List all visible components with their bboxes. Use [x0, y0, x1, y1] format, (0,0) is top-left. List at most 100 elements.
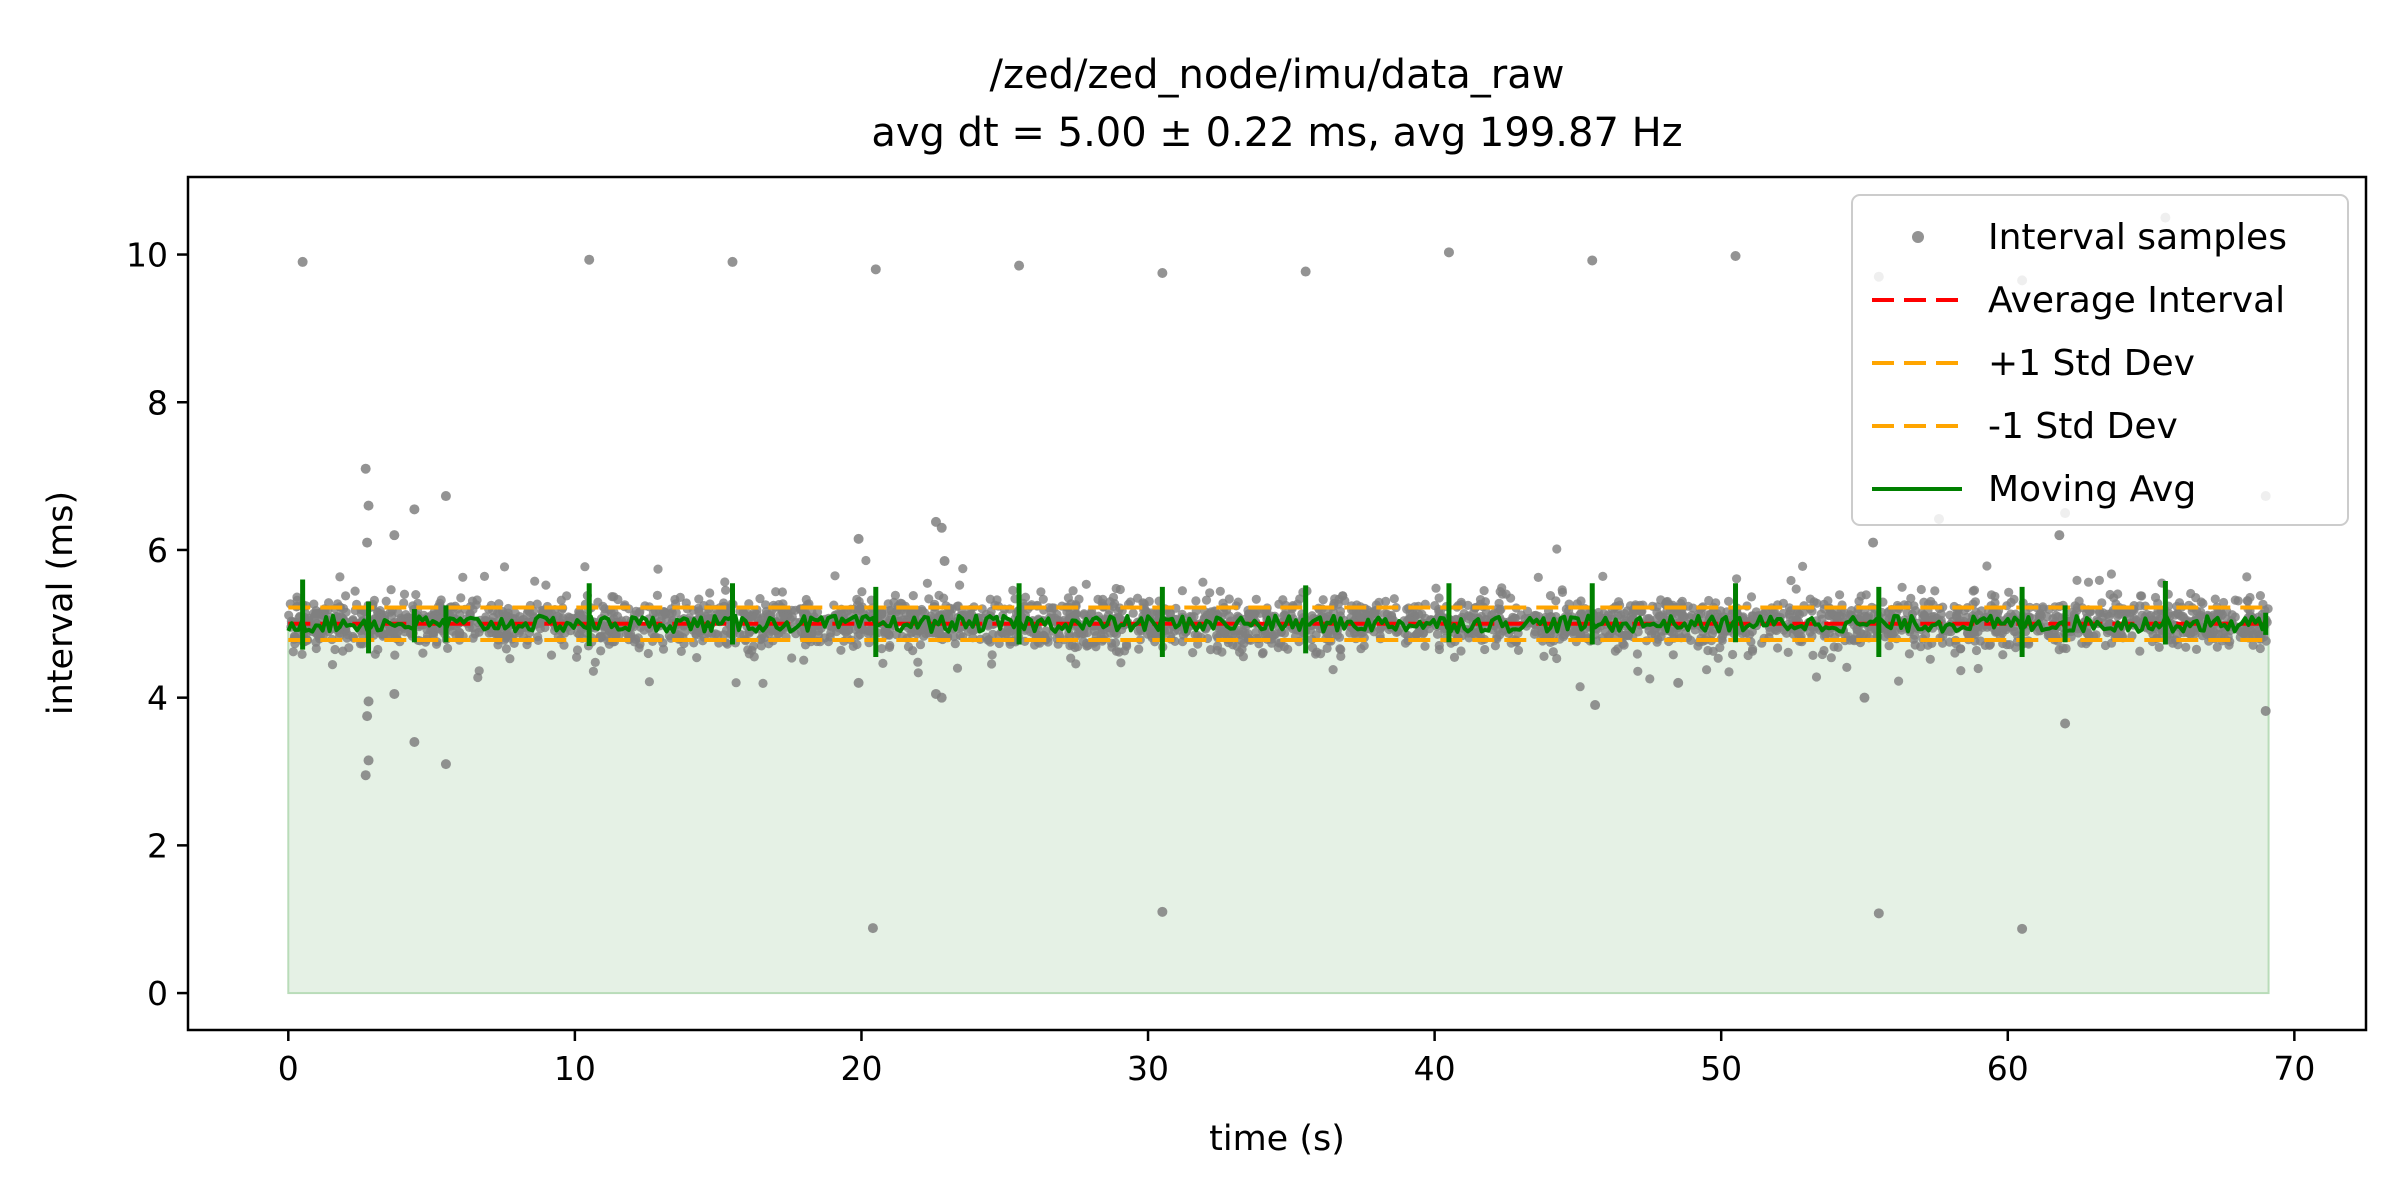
interval-sample-point	[652, 590, 663, 601]
interval-sample-point	[1632, 649, 1642, 659]
interval-sample-point	[394, 626, 404, 636]
interval-sample-point	[1083, 640, 1093, 651]
interval-sample-point	[2190, 629, 2200, 639]
y-tick-label: 0	[147, 974, 168, 1013]
interval-sample-point	[955, 630, 965, 641]
interval-sample-point	[1811, 672, 1822, 682]
interval-sample-point	[363, 696, 374, 707]
interval-sample-point	[472, 595, 482, 605]
interval-sample-point	[2260, 705, 2271, 716]
interval-sample-point	[705, 588, 715, 598]
interval-sample-point	[1724, 596, 1734, 606]
interval-sample-point	[2197, 631, 2208, 641]
interval-sample-point	[335, 572, 345, 582]
interval-sample-point	[1590, 700, 1601, 711]
interval-sample-point	[2106, 569, 2116, 579]
interval-sample-point	[2150, 592, 2161, 603]
interval-sample-point	[386, 585, 396, 595]
interval-sample-point	[393, 608, 403, 618]
interval-sample-point	[1884, 641, 1894, 651]
interval-sample-point	[867, 923, 878, 934]
interval-sample-point	[758, 678, 768, 689]
interval-sample-point	[915, 640, 926, 650]
interval-sample-point	[855, 604, 866, 614]
interval-sample-point	[731, 678, 741, 688]
interval-sample-point	[939, 593, 949, 603]
interval-sample-point	[297, 649, 307, 660]
x-axis-label: time (s)	[1209, 1119, 1345, 1159]
interval-sample-point	[861, 555, 871, 566]
interval-sample-point	[580, 562, 590, 572]
interval-sample-point	[1575, 682, 1585, 692]
interval-sample-point	[1728, 649, 1738, 660]
interval-sample-point	[399, 598, 409, 608]
interval-sample-point	[1443, 247, 1454, 258]
interval-sample-point	[1125, 597, 1136, 607]
interval-sample-point	[913, 657, 923, 667]
interval-sample-point	[1097, 598, 1107, 608]
interval-sample-point	[1215, 586, 1225, 596]
interval-sample-point	[1930, 586, 1940, 596]
interval-sample-point	[1868, 537, 1879, 548]
interval-sample-point	[952, 663, 963, 673]
interval-sample-point	[1108, 592, 1119, 603]
interval-sample-point	[2060, 718, 2071, 729]
interval-sample-point	[1205, 608, 1215, 618]
interval-sample-point	[2212, 642, 2222, 652]
interval-sample-point	[1798, 561, 1808, 572]
interval-sample-point	[409, 504, 420, 515]
interval-sample-point	[1108, 601, 1119, 612]
interval-sample-point	[1910, 630, 1920, 640]
interval-sample-point	[2219, 597, 2229, 608]
interval-sample-point	[1148, 627, 1158, 637]
interval-sample-point	[1679, 612, 1689, 622]
interval-sample-point	[1224, 594, 1234, 604]
interval-sample-point	[1036, 587, 1046, 597]
interval-sample-point	[2009, 626, 2019, 637]
interval-sample-point	[1812, 598, 1822, 608]
interval-sample-point	[2048, 629, 2058, 640]
interval-sample-point	[2125, 612, 2135, 622]
interval-sample-point	[755, 594, 765, 604]
interval-sample-point	[987, 659, 997, 669]
interval-sample-point	[1038, 594, 1048, 604]
interval-sample-point	[2137, 591, 2147, 601]
x-tick-label: 10	[554, 1049, 596, 1088]
interval-sample-point	[2224, 640, 2234, 650]
interval-sample-point	[370, 649, 380, 659]
interval-sample-point	[381, 596, 391, 606]
interval-sample-point	[1652, 637, 1662, 647]
interval-sample-point	[297, 256, 308, 267]
interval-sample-point	[1848, 634, 1858, 645]
interval-sample-point	[2242, 572, 2252, 582]
interval-sample-point	[309, 599, 319, 609]
y-axis: 0 2 4 6 8 10	[126, 236, 188, 1013]
interval-sample-point	[1551, 596, 1561, 606]
legend-label: Moving Avg	[1988, 469, 2196, 510]
interval-sample-point	[1793, 608, 1803, 618]
interval-sample-point	[1336, 651, 1346, 662]
interval-sample-point	[362, 537, 373, 548]
interval-sample-point	[903, 642, 914, 652]
interval-sample-point	[691, 630, 701, 640]
interval-sample-point	[479, 571, 490, 582]
interval-sample-point	[1587, 255, 1598, 266]
interval-sample-point	[1014, 260, 1025, 271]
interval-sample-point	[1786, 575, 1796, 586]
legend-label: Average Interval	[1988, 280, 2285, 321]
interval-sample-point	[813, 630, 824, 641]
interval-sample-point	[1548, 647, 1558, 657]
interval-sample-point	[389, 688, 400, 699]
interval-sample-point	[853, 533, 864, 544]
interval-sample-point	[1328, 665, 1338, 675]
legend-label: +1 Std Dev	[1988, 343, 2195, 384]
x-tick-label: 40	[1414, 1049, 1456, 1088]
interval-sample-point	[1434, 640, 1444, 651]
interval-sample-point	[1925, 654, 1935, 664]
interval-sample-point	[694, 594, 704, 604]
interval-sample-point	[1973, 663, 1983, 674]
interval-sample-point	[288, 647, 298, 657]
interval-sample-point	[1576, 608, 1586, 618]
interval-sample-point	[1808, 650, 1818, 661]
interval-sample-point	[1403, 630, 1413, 641]
